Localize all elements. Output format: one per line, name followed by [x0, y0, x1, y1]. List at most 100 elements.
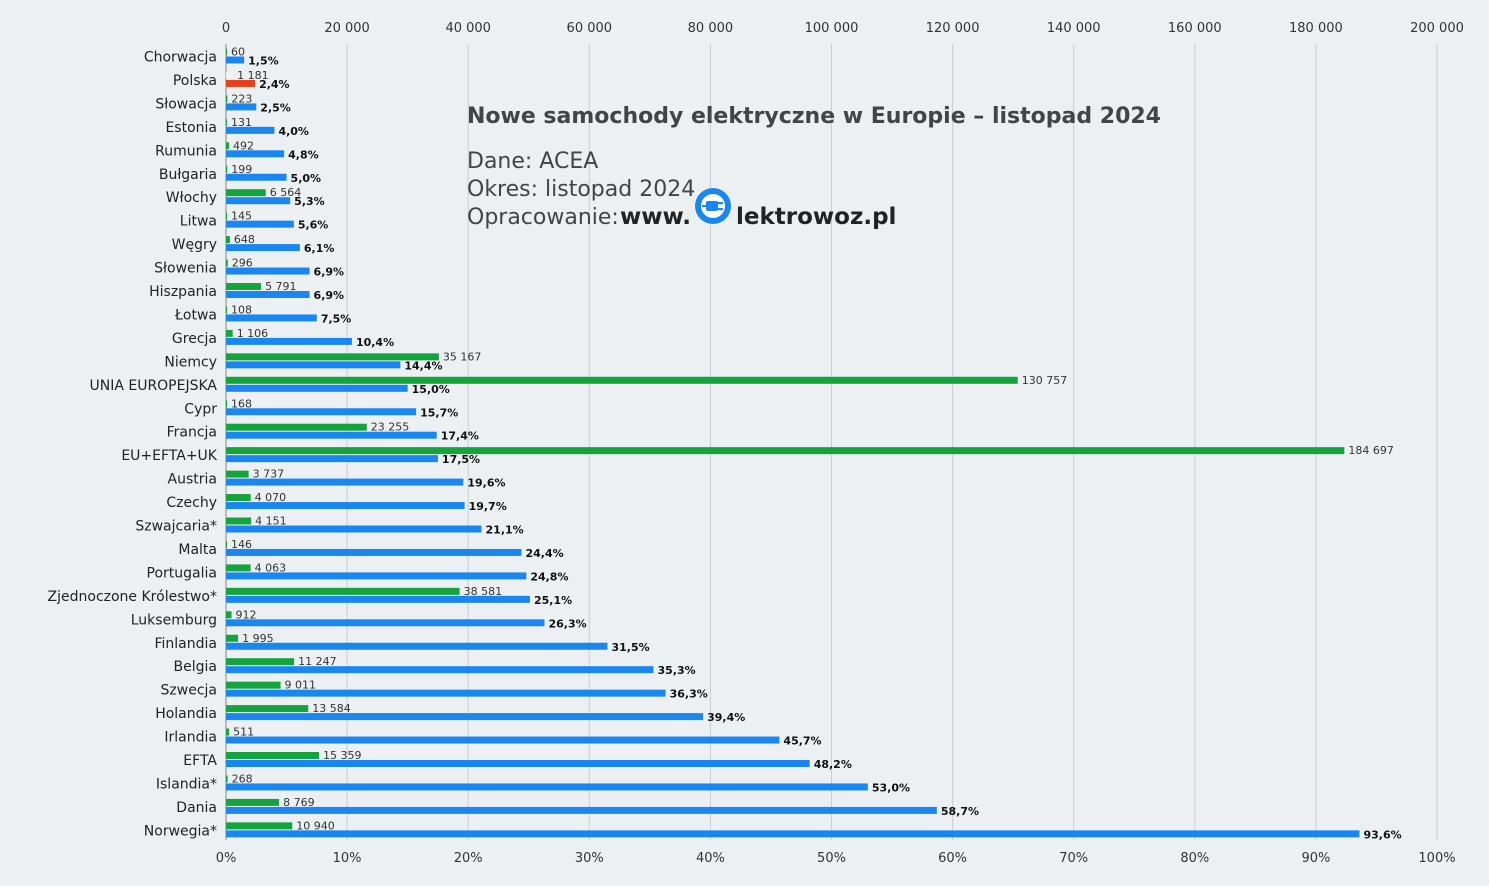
share-label: 24,8% [530, 570, 568, 583]
share-label: 6,1% [304, 242, 335, 255]
share-bar [226, 478, 464, 486]
count-bar [226, 634, 239, 642]
share-bar [226, 713, 704, 721]
count-label: 492 [233, 139, 254, 152]
top-tick-label: 20 000 [324, 21, 370, 36]
count-label: 511 [233, 726, 254, 739]
share-label: 39,4% [707, 711, 745, 724]
top-tick-label: 80 000 [688, 21, 734, 36]
count-bar [226, 611, 232, 619]
share-bar [226, 783, 868, 791]
share-label: 17,4% [441, 430, 479, 443]
count-label: 1 995 [242, 632, 273, 645]
bars [226, 48, 1360, 838]
count-bar [226, 728, 230, 736]
category-label: Słowenia [154, 261, 217, 277]
share-bar [226, 689, 666, 697]
share-label: 5,6% [298, 219, 329, 232]
count-bar [226, 470, 249, 478]
bottom-tick-label: 20% [454, 851, 483, 866]
count-label: 15 359 [323, 749, 362, 762]
prepared-label: Opracowanie: [467, 205, 619, 230]
count-bar [226, 423, 367, 431]
count-bar [226, 236, 230, 244]
category-label: EU+EFTA+UK [121, 448, 217, 464]
count-bar [226, 798, 280, 806]
share-bar [226, 337, 352, 345]
share-label: 93,6% [1363, 828, 1401, 841]
share-label: 19,7% [469, 500, 507, 513]
share-bar [226, 548, 522, 556]
category-label: Grecja [172, 331, 217, 347]
count-bar [226, 494, 251, 502]
share-bar [226, 384, 408, 392]
category-label: Rumunia [155, 143, 217, 159]
category-label: Estonia [165, 120, 217, 136]
count-label: 1 181 [237, 69, 268, 82]
share-bar [226, 150, 285, 158]
bottom-tick-label: 30% [575, 851, 604, 866]
top-tick-label: 140 000 [1047, 21, 1101, 36]
count-label: 4 151 [255, 515, 287, 528]
count-label: 184 697 [1348, 444, 1394, 457]
share-bar [226, 408, 417, 416]
category-label: Luksemburg [131, 612, 217, 628]
category-label: Portugalia [147, 565, 217, 581]
share-label: 10,4% [356, 336, 394, 349]
share-label: 58,7% [941, 805, 979, 818]
count-bar [226, 681, 281, 689]
top-tick-label: 160 000 [1168, 21, 1222, 36]
category-label: Belgia [174, 659, 217, 675]
count-bar [226, 517, 252, 525]
share-label: 53,0% [872, 781, 910, 794]
category-label: Węgry [172, 237, 217, 253]
count-bar [226, 775, 228, 783]
count-bar [226, 165, 228, 173]
category-label: Malta [178, 542, 217, 558]
share-label: 31,5% [611, 641, 649, 654]
share-label: 36,3% [670, 688, 708, 701]
count-label: 168 [231, 397, 252, 410]
share-bar [226, 619, 545, 627]
count-bar [226, 329, 233, 337]
share-bar [226, 502, 465, 510]
category-label: Szwajcaria* [135, 519, 217, 535]
count-label: 11 247 [298, 655, 337, 668]
share-label: 6,9% [314, 289, 345, 302]
count-bar [226, 752, 319, 759]
top-tick-label: 120 000 [926, 21, 980, 36]
count-label: 131 [231, 116, 252, 129]
share-bar [226, 103, 257, 111]
category-label: UNIA EUROPEJSKA [89, 378, 217, 394]
share-bar [226, 291, 310, 298]
share-bar [226, 267, 310, 275]
count-label: 9 011 [285, 679, 317, 692]
plug-logo-icon [695, 188, 731, 224]
count-bar [226, 95, 228, 103]
category-label: Hiszpania [149, 284, 217, 300]
share-label: 6,9% [314, 266, 345, 279]
share-bar [226, 314, 317, 322]
count-bar [226, 189, 266, 197]
top-tick-label: 40 000 [445, 21, 491, 36]
share-bar [226, 736, 780, 744]
count-label: 912 [236, 608, 257, 621]
category-label: Dania [176, 800, 217, 816]
count-bar [226, 71, 234, 79]
count-bar [226, 212, 227, 220]
count-label: 38 581 [464, 585, 503, 598]
brand-suffix: lektrowoz.pl [736, 204, 896, 230]
count-label: 10 940 [296, 819, 335, 832]
count-label: 199 [231, 163, 252, 176]
share-bar [226, 830, 1360, 838]
period-text: Okres: listopad 2024 [467, 177, 695, 202]
count-label: 4 063 [255, 561, 287, 574]
share-bar [226, 595, 530, 603]
share-bar [226, 361, 401, 369]
count-label: 60 [231, 46, 245, 59]
bottom-tick-label: 60% [938, 851, 967, 866]
count-bar [226, 353, 439, 361]
share-bar [226, 220, 294, 228]
share-label: 26,3% [548, 617, 586, 630]
